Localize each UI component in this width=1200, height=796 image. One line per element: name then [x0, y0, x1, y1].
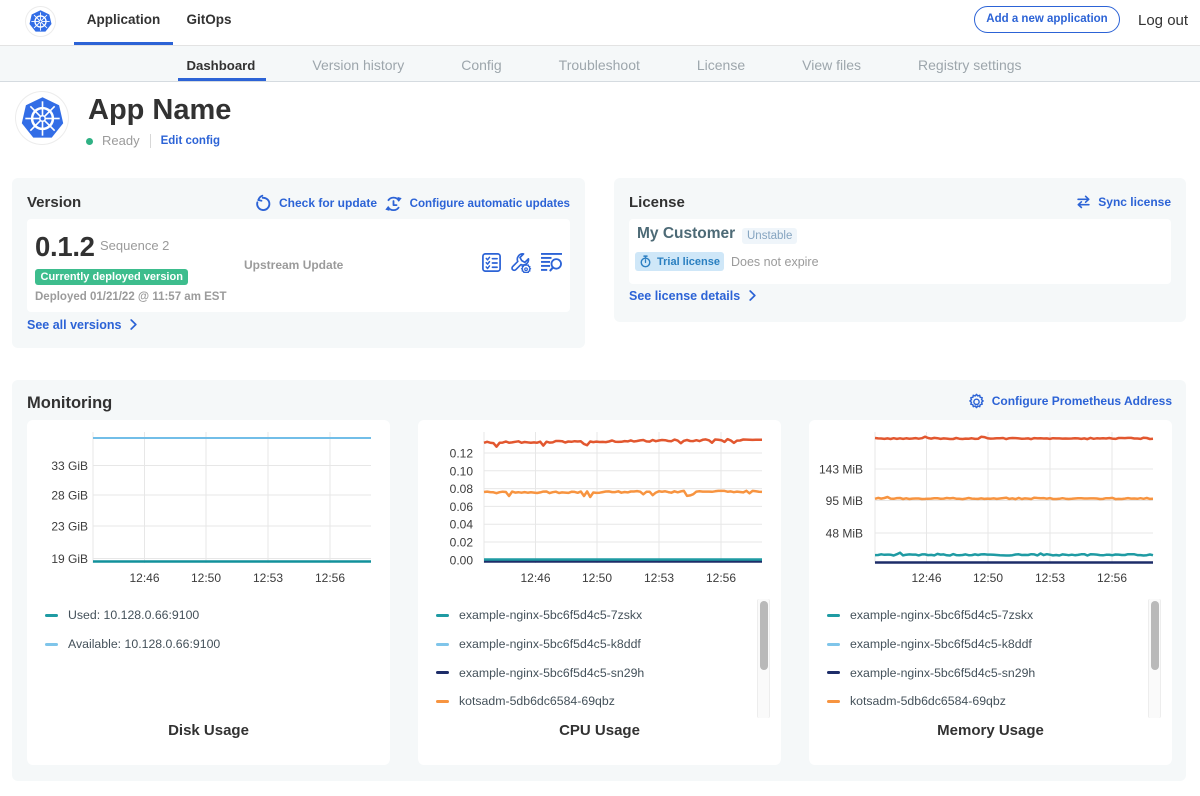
- svg-text:48 MiB: 48 MiB: [826, 527, 863, 541]
- svg-text:33 GiB: 33 GiB: [51, 459, 88, 473]
- svg-text:12:46: 12:46: [129, 571, 159, 585]
- svg-text:12:53: 12:53: [644, 571, 674, 585]
- svg-text:0.12: 0.12: [450, 447, 474, 461]
- svg-text:12:53: 12:53: [1035, 571, 1065, 585]
- svg-text:23 GiB: 23 GiB: [51, 520, 88, 534]
- svg-text:19 GiB: 19 GiB: [51, 552, 88, 566]
- svg-text:12:46: 12:46: [520, 571, 550, 585]
- svg-text:0.08: 0.08: [450, 482, 474, 496]
- svg-text:0.10: 0.10: [450, 464, 474, 478]
- svg-text:12:50: 12:50: [582, 571, 612, 585]
- svg-text:0.00: 0.00: [450, 553, 474, 567]
- svg-text:95 MiB: 95 MiB: [826, 494, 863, 508]
- svg-text:12:56: 12:56: [1097, 571, 1127, 585]
- svg-text:28 GiB: 28 GiB: [51, 489, 88, 503]
- svg-text:12:56: 12:56: [315, 571, 345, 585]
- svg-text:12:56: 12:56: [706, 571, 736, 585]
- svg-text:0.04: 0.04: [450, 518, 474, 532]
- svg-text:0.02: 0.02: [450, 536, 474, 550]
- svg-text:143 MiB: 143 MiB: [819, 463, 863, 477]
- svg-text:12:50: 12:50: [973, 571, 1003, 585]
- svg-text:12:50: 12:50: [191, 571, 221, 585]
- svg-text:12:46: 12:46: [911, 571, 941, 585]
- svg-text:12:53: 12:53: [253, 571, 283, 585]
- svg-text:0.06: 0.06: [450, 500, 474, 514]
